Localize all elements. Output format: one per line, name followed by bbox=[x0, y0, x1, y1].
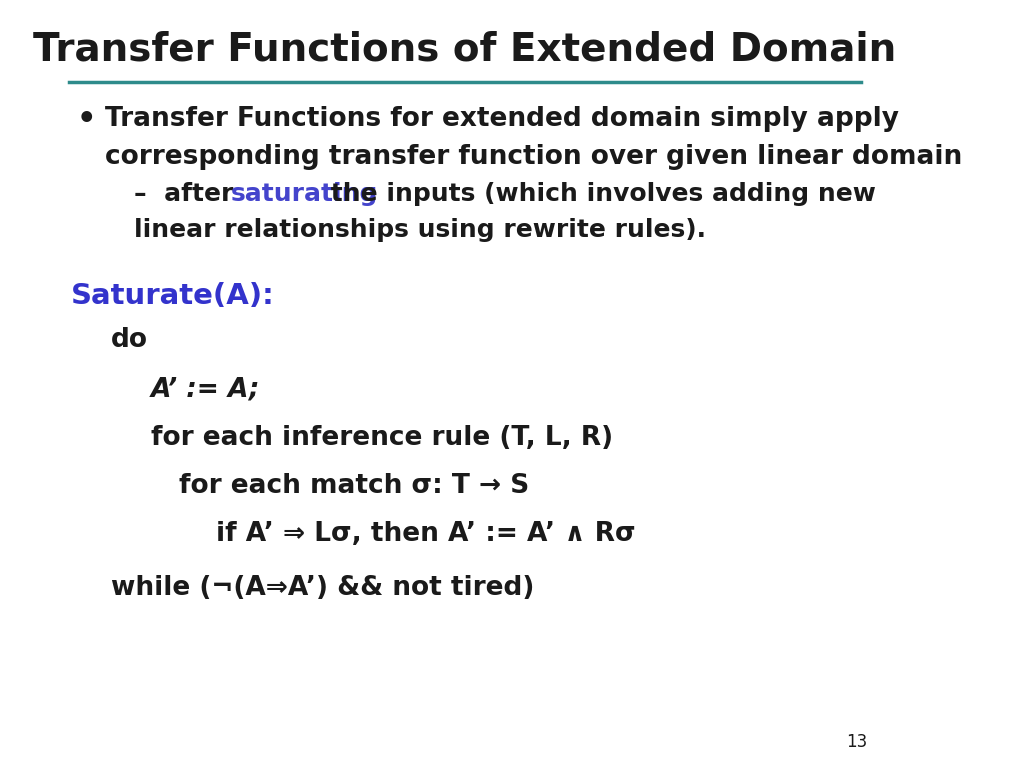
Text: corresponding transfer function over given linear domain: corresponding transfer function over giv… bbox=[105, 144, 963, 170]
Text: while (¬(A⇒A’) && not tired): while (¬(A⇒A’) && not tired) bbox=[111, 574, 534, 601]
Text: Transfer Functions for extended domain simply apply: Transfer Functions for extended domain s… bbox=[105, 106, 899, 132]
Text: Saturate(A):: Saturate(A): bbox=[71, 282, 274, 310]
Text: linear relationships using rewrite rules).: linear relationships using rewrite rules… bbox=[134, 218, 706, 243]
Text: for each match σ: T → S: for each match σ: T → S bbox=[179, 473, 529, 499]
Text: the inputs (which involves adding new: the inputs (which involves adding new bbox=[323, 181, 877, 206]
Text: –  after: – after bbox=[134, 181, 242, 206]
Text: •: • bbox=[76, 104, 95, 134]
Text: if A’ ⇒ Lσ, then A’ := A’ ∧ Rσ: if A’ ⇒ Lσ, then A’ := A’ ∧ Rσ bbox=[215, 521, 635, 547]
Text: A’ := A;: A’ := A; bbox=[151, 376, 260, 402]
Text: Transfer Functions of Extended Domain: Transfer Functions of Extended Domain bbox=[34, 31, 897, 69]
Text: saturating: saturating bbox=[231, 181, 379, 206]
Text: do: do bbox=[111, 327, 147, 353]
Text: 13: 13 bbox=[847, 733, 867, 751]
Text: for each inference rule (T, L, R): for each inference rule (T, L, R) bbox=[151, 425, 613, 451]
